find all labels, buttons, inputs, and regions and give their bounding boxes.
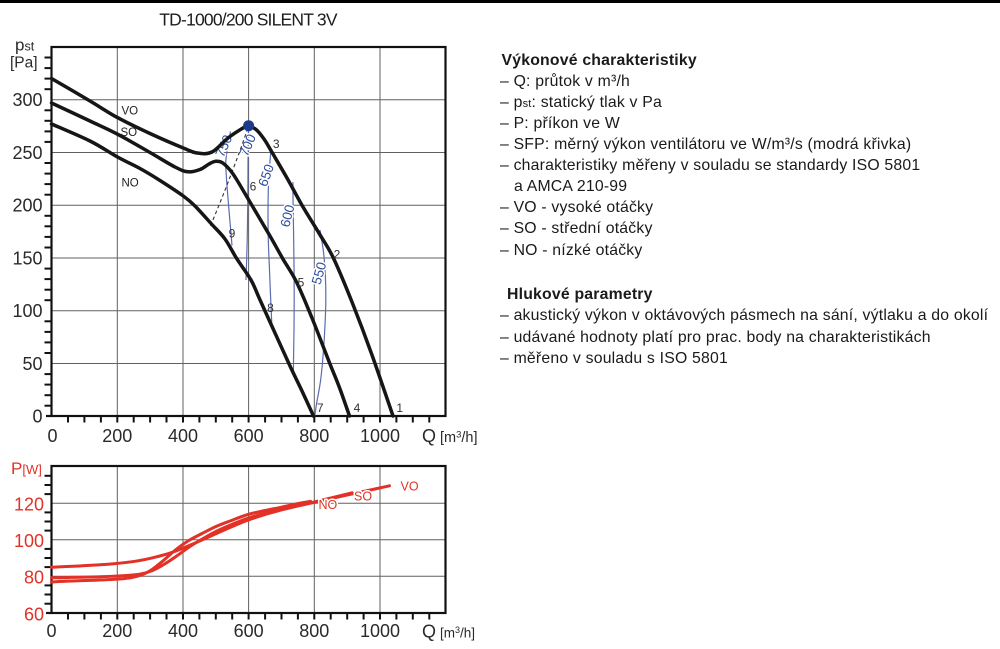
svg-text:TD-1000/200 SILENT 3V: TD-1000/200 SILENT 3V — [159, 9, 338, 29]
svg-text:NO: NO — [319, 498, 338, 512]
svg-text:550: 550 — [309, 260, 330, 286]
svg-text:200: 200 — [102, 426, 132, 446]
svg-text:[m3/h]: [m3/h] — [440, 625, 475, 641]
svg-text:9: 9 — [229, 227, 236, 241]
svg-text:4: 4 — [354, 401, 361, 415]
svg-text:650: 650 — [255, 162, 277, 188]
svg-text:1000: 1000 — [360, 621, 400, 641]
svg-text:800: 800 — [299, 426, 329, 446]
svg-text:200: 200 — [102, 621, 132, 641]
svg-text:0: 0 — [46, 621, 56, 641]
svg-text:80: 80 — [24, 568, 44, 588]
svg-text:400: 400 — [168, 621, 198, 641]
svg-text:2: 2 — [334, 248, 341, 262]
svg-text:100: 100 — [14, 531, 44, 551]
svg-text:[Pa]: [Pa] — [10, 55, 38, 72]
svg-text:600: 600 — [277, 203, 297, 228]
svg-text:300: 300 — [12, 90, 42, 110]
svg-text:200: 200 — [12, 196, 42, 216]
svg-text:50: 50 — [22, 354, 42, 374]
svg-text:pst: pst — [15, 36, 35, 55]
svg-text:800: 800 — [299, 621, 329, 641]
svg-text:NO: NO — [122, 178, 139, 190]
svg-text:700: 700 — [236, 132, 259, 159]
svg-text:Q: Q — [422, 426, 436, 446]
svg-text:3: 3 — [273, 137, 280, 151]
svg-text:SO: SO — [121, 127, 138, 139]
svg-text:5: 5 — [298, 276, 305, 290]
svg-text:100: 100 — [12, 301, 42, 321]
svg-text:1000: 1000 — [360, 426, 400, 446]
svg-text:150: 150 — [12, 248, 42, 268]
svg-text:P[W]: P[W] — [11, 459, 42, 478]
svg-text:Q: Q — [422, 622, 436, 642]
svg-text:VO: VO — [401, 480, 419, 494]
svg-text:60: 60 — [24, 604, 44, 624]
svg-text:600: 600 — [234, 426, 264, 446]
svg-text:SO: SO — [354, 490, 372, 504]
svg-text:VO: VO — [122, 106, 139, 118]
svg-text:120: 120 — [14, 495, 44, 515]
svg-text:600: 600 — [234, 621, 264, 641]
svg-text:400: 400 — [168, 426, 198, 446]
svg-text:6: 6 — [250, 179, 257, 193]
svg-text:250: 250 — [12, 143, 42, 163]
svg-text:7: 7 — [317, 401, 324, 415]
svg-text:0: 0 — [47, 426, 57, 446]
svg-text:0: 0 — [32, 407, 42, 427]
svg-text:[m3/h]: [m3/h] — [440, 430, 478, 447]
svg-text:8: 8 — [267, 301, 274, 315]
svg-text:1: 1 — [396, 401, 403, 415]
